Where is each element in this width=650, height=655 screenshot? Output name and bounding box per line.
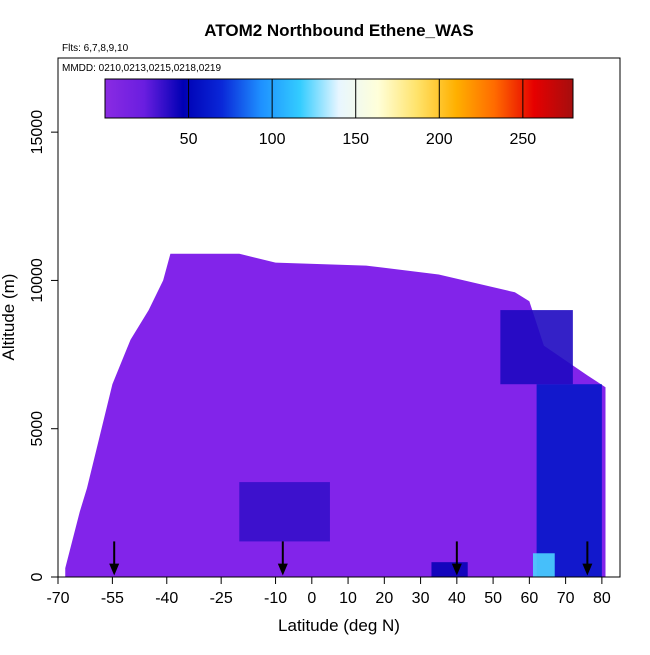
x-axis-label: Latitude (deg N) [278, 616, 400, 635]
heatmap-field [65, 253, 606, 577]
y-axis: 0 5000 10000 15000 [29, 110, 58, 581]
colorbar-tick-label: 50 [180, 131, 198, 148]
dates-label: MMDD: 0210,0213,0215,0218,0219 [62, 63, 221, 74]
y-tick-label: 10000 [29, 258, 46, 303]
x-tick-label: 0 [307, 590, 316, 607]
profile-arrow-head [582, 563, 593, 576]
x-tick-label: 30 [412, 590, 430, 607]
x-tick-label: 70 [557, 590, 575, 607]
colorbar-tick-label: 250 [510, 131, 537, 148]
profile-arrow-head [277, 563, 288, 576]
y-tick-label: 0 [29, 572, 46, 581]
x-tick-label: 80 [593, 590, 611, 607]
colorbar-tick-label: 100 [259, 131, 286, 148]
profile-arrow-head [451, 563, 462, 576]
heatmap-region [500, 310, 573, 385]
chart-title: ATOM2 Northbound Ethene_WAS [204, 21, 473, 40]
x-axis: -70 -55 -40 -25 -10 0 10 20 30 40 50 60 70 80 [46, 577, 611, 607]
y-axis-label: Altitude (m) [0, 274, 18, 361]
x-tick-label: 60 [520, 590, 538, 607]
x-tick-label: -40 [155, 590, 178, 607]
x-tick-label: -55 [101, 590, 124, 607]
colorbar: 50 100 150 200 250 [104, 78, 574, 148]
heatmap-region [431, 562, 468, 577]
heatmap-region [239, 482, 330, 542]
colorbar-gradient [104, 78, 574, 119]
x-tick-label: 50 [484, 590, 502, 607]
x-tick-label: 20 [375, 590, 393, 607]
plot-area [65, 253, 606, 577]
colorbar-tick-label: 200 [426, 131, 453, 148]
heatmap-region [536, 384, 602, 577]
x-tick-label: -25 [210, 590, 233, 607]
x-tick-label: 10 [339, 590, 357, 607]
y-tick-label: 5000 [29, 411, 46, 447]
plot-frame [57, 57, 621, 578]
x-tick-label: 40 [448, 590, 466, 607]
x-tick-label: -10 [264, 590, 287, 607]
colorbar-tick-label: 150 [342, 131, 369, 148]
flights-label: Flts: 6,7,8,9,10 [62, 43, 129, 54]
x-tick-label: -70 [46, 590, 69, 607]
heatmap-region [532, 553, 555, 577]
y-tick-label: 15000 [29, 110, 46, 155]
profile-arrow-head [109, 563, 120, 576]
